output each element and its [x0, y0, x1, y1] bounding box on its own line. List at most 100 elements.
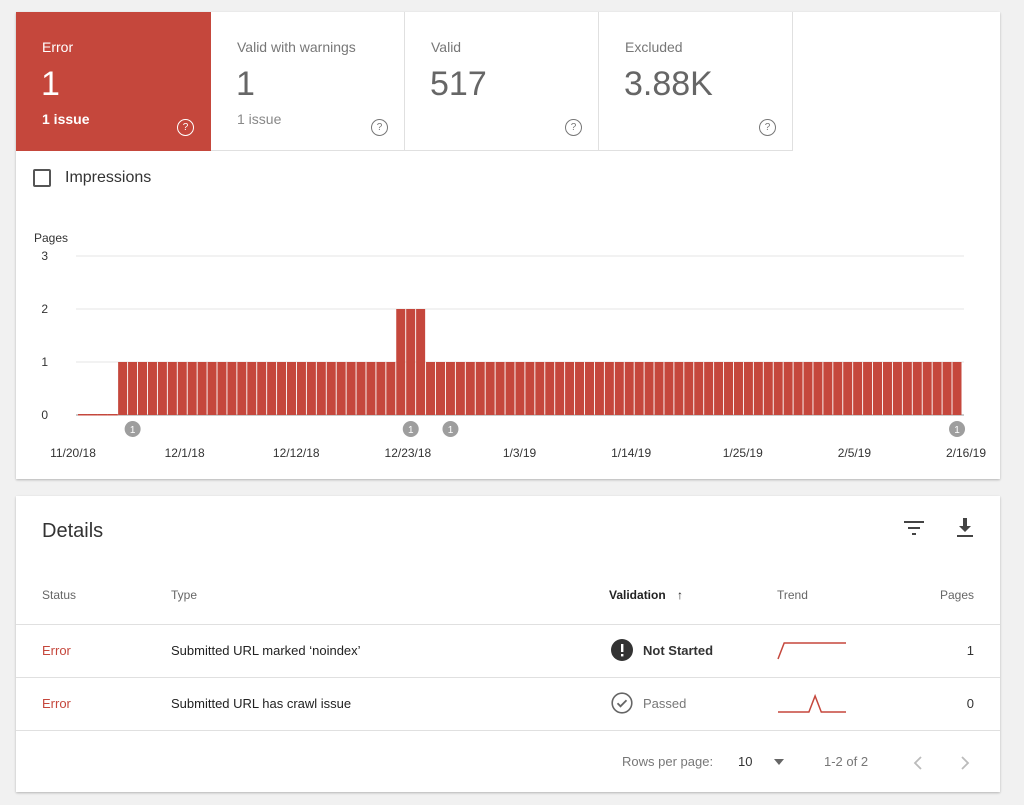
tile-label: Error	[42, 39, 74, 55]
x-tick-label: 1/14/19	[611, 446, 651, 460]
chart-bar	[733, 362, 743, 415]
chart-bar	[664, 362, 674, 415]
impressions-checkbox[interactable]	[33, 169, 51, 187]
chart-bar	[614, 362, 624, 415]
chart-bar	[207, 362, 217, 415]
chart-bar	[386, 362, 396, 415]
help-icon[interactable]: ?	[371, 119, 388, 136]
column-status[interactable]: Status	[42, 588, 77, 602]
column-pages[interactable]: Pages	[939, 588, 974, 602]
chart-bar	[803, 362, 813, 415]
chart-bar	[853, 362, 863, 415]
chart-bar	[634, 362, 644, 415]
details-card: Details Status Type Validation ↑ Trend P…	[16, 496, 1000, 792]
chart-bar	[823, 362, 833, 415]
validation-text: Not Started	[643, 642, 714, 658]
next-page-icon[interactable]	[960, 756, 970, 770]
row-status: Error	[42, 696, 71, 711]
chart-bar	[773, 362, 783, 415]
x-tick-label: 12/23/18	[385, 446, 432, 460]
chart-bar	[694, 362, 704, 415]
x-tick-label: 2/5/19	[838, 446, 872, 460]
impressions-toggle[interactable]: Impressions	[33, 169, 151, 187]
tile-valid[interactable]: Valid 517 ?	[405, 12, 599, 151]
annotation-label: 1	[954, 425, 960, 436]
row-pages: 1	[966, 643, 974, 658]
tile-value: 517	[430, 65, 487, 103]
y-tick-label: 2	[41, 302, 48, 316]
chart-bar	[97, 414, 108, 416]
check-circle-icon	[611, 692, 633, 714]
chart-bar	[376, 362, 386, 415]
x-tick-label: 12/1/18	[165, 446, 205, 460]
chart-bar	[604, 362, 614, 415]
x-tick-label: 1/25/19	[723, 446, 763, 460]
chart-bar	[892, 362, 902, 415]
chart-bar	[87, 414, 98, 416]
tile-error[interactable]: Error 1 1 issue ?	[16, 12, 211, 151]
tile-value: 1	[236, 65, 255, 103]
chart-bar	[257, 362, 267, 415]
chart-bar	[565, 362, 575, 415]
chart-bar	[157, 362, 167, 415]
chart-bar	[128, 362, 138, 415]
chart-bar	[137, 362, 148, 415]
download-icon[interactable]	[956, 518, 974, 538]
chart-bar	[863, 362, 873, 415]
chart-bar	[147, 362, 157, 415]
column-trend: Trend	[777, 588, 808, 602]
rows-per-page-select[interactable]: 10	[738, 754, 785, 769]
chart-bar	[416, 309, 426, 415]
column-validation[interactable]: Validation ↑	[609, 588, 683, 602]
chart-bar	[107, 414, 118, 416]
chart-bar	[356, 362, 366, 415]
sort-arrow-icon[interactable]: ↑	[677, 588, 684, 602]
help-icon[interactable]: ?	[565, 119, 582, 136]
chart-bar	[445, 362, 455, 415]
tile-subtext: 1 issue	[42, 111, 90, 127]
chart-bar	[435, 362, 446, 415]
dropdown-arrow-icon	[774, 758, 785, 765]
filter-icon[interactable]	[904, 520, 924, 536]
chart-bar	[684, 362, 694, 415]
impressions-label: Impressions	[65, 169, 152, 186]
chart-bar	[187, 362, 197, 415]
trend-line	[778, 693, 846, 713]
chart-bar	[525, 362, 535, 415]
chart-bar	[912, 362, 922, 415]
chart-bar	[267, 362, 277, 415]
chart-bar	[515, 362, 525, 415]
chart-bar	[704, 362, 714, 415]
chart-bar	[793, 362, 803, 415]
column-type[interactable]: Type	[171, 588, 198, 602]
chart-bar	[326, 362, 336, 415]
table-pagination: Rows per page: 10 1-2 of 2	[16, 734, 1000, 790]
help-icon[interactable]: ?	[177, 119, 194, 136]
annotation-marker	[949, 421, 966, 437]
chart-bar	[396, 309, 406, 415]
table-row[interactable]: Error Submitted URL has crawl issue Pass…	[16, 678, 1000, 731]
tile-valid-with-warnings[interactable]: Valid with warnings 1 1 issue ?	[211, 12, 405, 151]
help-icon[interactable]: ?	[759, 119, 776, 136]
chart-bar	[843, 362, 853, 415]
row-pages: 0	[966, 696, 974, 711]
tile-excluded[interactable]: Excluded 3.88K ?	[599, 12, 793, 151]
chart-bar	[624, 362, 634, 415]
trend-line	[777, 642, 846, 660]
chart-bar	[336, 362, 346, 415]
chart-bar	[217, 362, 227, 415]
y-axis-label: Pages	[34, 231, 68, 245]
chart-bar	[316, 362, 326, 415]
tile-value: 3.88K	[624, 65, 713, 103]
chart-bar	[743, 362, 753, 415]
tile-label: Valid with warnings	[237, 39, 356, 55]
column-validation-label: Validation	[609, 588, 666, 602]
rows-per-page-label: Rows per page:	[622, 754, 714, 769]
coverage-summary-card: Error 1 1 issue ? Valid with warnings 1 …	[16, 12, 1000, 479]
table-row[interactable]: Error Submitted URL marked ‘noindex’ Not…	[16, 625, 1000, 678]
chart-bar	[714, 362, 724, 415]
prev-page-icon[interactable]	[913, 756, 923, 770]
chart-bar	[197, 362, 207, 415]
chart-bar	[674, 362, 684, 415]
x-tick-label: 11/20/18	[50, 446, 96, 460]
